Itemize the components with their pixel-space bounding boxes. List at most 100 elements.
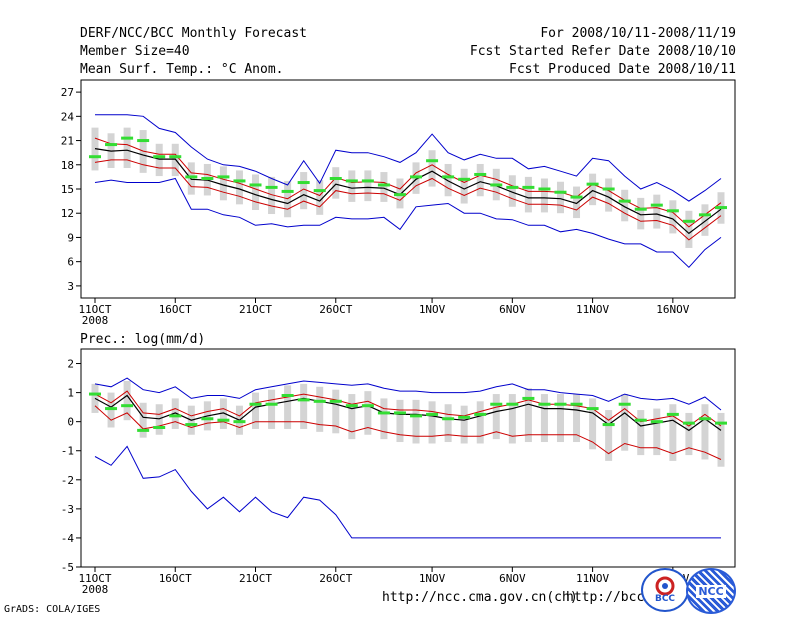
median-marker xyxy=(249,183,262,187)
median-marker xyxy=(233,179,246,183)
spread-box xyxy=(332,167,340,199)
mean-line xyxy=(94,148,722,235)
median-marker xyxy=(410,414,423,418)
year-label: 2008 xyxy=(82,583,109,596)
spread-box xyxy=(524,388,532,443)
median-marker xyxy=(121,404,134,408)
spread-box xyxy=(444,163,452,197)
spread-box xyxy=(524,176,532,213)
median-marker xyxy=(586,182,599,186)
spread-box xyxy=(364,170,372,202)
median-marker xyxy=(249,402,262,406)
median-marker xyxy=(474,172,487,176)
spread-box xyxy=(637,410,645,456)
spread-box xyxy=(605,178,613,212)
y-tick-label: 24 xyxy=(61,110,75,123)
median-marker xyxy=(393,193,406,197)
median-marker xyxy=(217,418,230,422)
x-tick-label: 16NOV xyxy=(656,303,689,316)
spread-box xyxy=(444,404,452,443)
y-tick-label: -1 xyxy=(61,445,74,458)
x-tick-label: 11NOV xyxy=(576,303,609,316)
median-marker xyxy=(570,402,583,406)
spread-box xyxy=(396,399,404,443)
spread-box xyxy=(348,394,356,440)
median-marker xyxy=(650,203,663,207)
spread-box xyxy=(669,404,677,461)
max-line xyxy=(95,114,722,202)
median-marker xyxy=(201,177,214,181)
spread-box xyxy=(717,412,725,467)
median-marker xyxy=(233,420,246,424)
median-marker xyxy=(169,155,182,159)
median-marker xyxy=(554,190,567,194)
median-marker xyxy=(458,177,471,181)
median-marker xyxy=(185,175,198,179)
min-line xyxy=(94,445,721,539)
median-marker xyxy=(265,185,278,189)
bcc-logo-icon xyxy=(655,576,675,596)
ncc-url[interactable]: http://ncc.cma.gov.cn(ch) xyxy=(382,590,578,605)
spread-box xyxy=(556,181,564,214)
spread-box xyxy=(621,394,629,451)
median-marker xyxy=(506,185,519,189)
year-label: 2008 xyxy=(82,314,109,327)
spread-box xyxy=(685,210,693,248)
spread-box xyxy=(316,386,324,432)
precip-panel-title: Prec.: log(mm/d) xyxy=(80,332,206,347)
spread-box xyxy=(268,176,276,215)
y-tick-label: -3 xyxy=(61,503,74,516)
spread-box xyxy=(653,194,661,229)
median-marker xyxy=(442,417,455,421)
median-marker xyxy=(618,199,631,203)
spread-box xyxy=(589,398,597,450)
upper-line xyxy=(94,137,722,228)
lower-line xyxy=(94,405,722,460)
y-tick-label: 3 xyxy=(67,280,74,293)
median-marker xyxy=(297,398,310,402)
grads-credit: GrADS: COLA/IGES xyxy=(4,604,101,615)
plot-frame xyxy=(80,79,736,299)
x-tick-label: 1NOV xyxy=(419,572,446,585)
y-tick-label: -5 xyxy=(61,561,74,574)
spread-box xyxy=(155,404,163,435)
spread-box xyxy=(701,204,709,236)
y-tick-label: 27 xyxy=(61,86,74,99)
x-tick-label: 11OCT xyxy=(78,572,111,585)
median-marker xyxy=(474,412,487,416)
lower-line xyxy=(94,159,722,241)
median-marker xyxy=(377,411,390,415)
spread-box xyxy=(621,189,629,222)
spread-box xyxy=(460,168,468,204)
median-marker xyxy=(201,417,214,421)
median-marker xyxy=(393,411,406,415)
median-marker xyxy=(538,402,551,406)
median-marker xyxy=(634,418,647,422)
median-marker xyxy=(313,399,326,403)
median-marker xyxy=(538,187,551,191)
spread-box xyxy=(492,394,500,440)
y-tick-label: 2 xyxy=(67,358,74,371)
x-tick-label: 6NOV xyxy=(499,303,526,316)
x-tick-label: 26OCT xyxy=(319,572,352,585)
spread-box xyxy=(235,170,243,205)
spread-box xyxy=(332,389,340,434)
spread-box xyxy=(428,401,436,444)
median-marker xyxy=(586,407,599,411)
variable-label: Mean Surf. Temp.: °C Anom. xyxy=(80,62,284,77)
median-marker xyxy=(89,155,101,159)
spread-box xyxy=(219,398,227,429)
median-marker xyxy=(666,209,679,213)
forecast-period: For 2008/10/11-2008/11/19 xyxy=(540,26,736,41)
ncc-logo: NCC xyxy=(686,568,736,614)
median-marker xyxy=(698,213,711,217)
median-marker xyxy=(169,414,182,418)
median-marker xyxy=(682,219,695,223)
spread-box xyxy=(252,174,260,210)
bcc-url[interactable]: http://bcc. xyxy=(566,590,653,605)
median-marker xyxy=(377,183,390,187)
median-marker xyxy=(153,425,166,429)
y-tick-label: 21 xyxy=(61,135,74,148)
median-marker xyxy=(682,421,695,425)
median-marker xyxy=(217,175,230,179)
